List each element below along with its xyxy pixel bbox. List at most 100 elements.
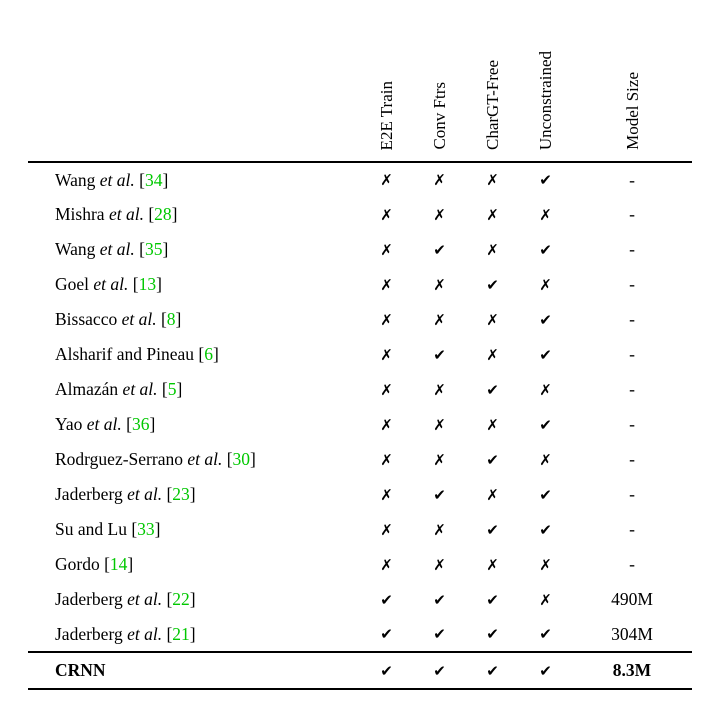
cross-icon: ✗ <box>433 310 446 329</box>
column-header-unconstrained: Unconstrained <box>519 4 572 163</box>
method-cell: Jaderberg et al. [23] <box>28 477 360 512</box>
citation: [14] <box>99 554 134 574</box>
cross-icon: ✗ <box>380 205 393 224</box>
citation-link[interactable]: 22 <box>172 589 190 609</box>
citation: [22] <box>162 589 196 609</box>
method-cell: Jaderberg et al. [22] <box>28 582 360 617</box>
check-icon: ✔ <box>486 275 499 294</box>
check-icon: ✔ <box>519 651 572 690</box>
citation-link[interactable]: 14 <box>109 554 128 574</box>
method-cell: Gordo [14] <box>28 547 360 582</box>
cross-icon: ✗ <box>380 485 393 504</box>
citation-link[interactable]: 33 <box>137 519 155 539</box>
method-name: Bissacco <box>55 309 118 329</box>
citation: [8] <box>156 309 182 329</box>
citation: [33] <box>126 519 161 539</box>
citation-link[interactable]: 30 <box>232 449 251 469</box>
citation-link[interactable]: 34 <box>144 169 163 190</box>
method-cell: Rodrguez-Serrano et al. [30] <box>28 442 360 477</box>
cross-icon: ✗ <box>380 520 393 539</box>
check-icon: ✔ <box>486 590 499 609</box>
citation-link[interactable]: 23 <box>172 484 190 504</box>
table-row: Almazán et al. [5] ✗ ✗ ✔ ✗ - <box>28 372 692 407</box>
model-size-value: - <box>629 274 635 294</box>
comparison-table: E2E Train Conv Ftrs CharGT-Free Unconstr… <box>28 4 692 690</box>
method-name: Goel <box>55 274 90 294</box>
method-name: Mishra <box>55 204 105 224</box>
method-name: Rodrguez-Serrano <box>55 449 183 469</box>
citation-link[interactable]: 35 <box>144 239 163 259</box>
model-size-value: - <box>629 484 635 504</box>
table-row: CRNN ✔ ✔ ✔ ✔ 8.3M <box>28 651 692 690</box>
method-name: Jaderberg <box>55 623 123 644</box>
cross-icon: ✗ <box>539 590 552 609</box>
column-header-model-size: Model Size <box>572 4 692 163</box>
method-name: Wang <box>55 239 96 259</box>
citation-link[interactable]: 21 <box>172 623 190 644</box>
method-name: Gordo <box>55 554 100 574</box>
check-icon: ✔ <box>433 345 446 364</box>
cross-icon: ✗ <box>433 415 446 434</box>
citation-link[interactable]: 5 <box>167 379 177 399</box>
citation: [23] <box>162 484 196 504</box>
method-cell: Jaderberg et al. [21] <box>28 617 360 652</box>
cross-icon: ✗ <box>380 310 393 329</box>
et-al-label: et al. <box>104 204 144 224</box>
et-al-label: et al. <box>182 449 223 469</box>
method-name: Su and Lu <box>55 519 127 539</box>
column-header-label: Unconstrained <box>536 50 555 150</box>
et-al-label: et al. <box>82 414 122 434</box>
check-icon: ✔ <box>539 415 552 434</box>
cross-icon: ✗ <box>380 450 393 469</box>
et-al-label: et al. <box>122 623 163 644</box>
column-header-label: CharGT-Free <box>483 59 502 150</box>
citation-link[interactable]: 28 <box>154 204 172 224</box>
model-size-value: - <box>629 309 635 329</box>
et-al-label: et al. <box>122 484 163 504</box>
column-header-label: Conv Ftrs <box>430 82 449 150</box>
citation: [13] <box>128 274 162 294</box>
method-name: Jaderberg <box>55 589 123 609</box>
table-row: Jaderberg et al. [21] ✔ ✔ ✔ ✔ 304M <box>28 617 692 652</box>
method-cell: Su and Lu [33] <box>28 512 360 547</box>
header-row: E2E Train Conv Ftrs CharGT-Free Unconstr… <box>28 4 692 163</box>
method-cell: Goel et al. [13] <box>28 267 360 302</box>
table-row: Su and Lu [33] ✗ ✗ ✔ ✔ - <box>28 512 692 547</box>
model-size-value: - <box>629 169 635 190</box>
cross-icon: ✗ <box>486 415 499 434</box>
column-header-chargt-free: CharGT-Free <box>466 4 519 163</box>
column-header-conv-ftrs: Conv Ftrs <box>413 4 466 163</box>
citation-link[interactable]: 13 <box>138 274 157 294</box>
et-al-label: et al. <box>122 589 163 609</box>
cross-icon: ✗ <box>539 450 552 469</box>
table-row: Goel et al. [13] ✗ ✗ ✔ ✗ - <box>28 267 692 302</box>
model-size-value: - <box>629 449 635 469</box>
model-size-value: 8.3M <box>572 651 692 690</box>
cross-icon: ✗ <box>380 555 393 574</box>
cross-icon: ✗ <box>380 240 393 259</box>
citation-link[interactable]: 6 <box>204 344 213 364</box>
cross-icon: ✗ <box>380 345 393 364</box>
check-icon: ✔ <box>486 380 499 399</box>
et-al-label: et al. <box>95 239 135 259</box>
cross-icon: ✗ <box>380 171 393 189</box>
model-size-value: - <box>629 519 635 539</box>
cross-icon: ✗ <box>486 310 499 329</box>
cross-icon: ✗ <box>380 380 393 399</box>
et-al-label: et al. <box>89 274 129 294</box>
citation-link[interactable]: 36 <box>131 414 150 434</box>
model-size-value: - <box>629 554 635 574</box>
method-cell: Alsharif and Pineau [6] <box>28 337 360 372</box>
table-row: Jaderberg et al. [22] ✔ ✔ ✔ ✗ 490M <box>28 582 692 617</box>
cross-icon: ✗ <box>380 275 393 294</box>
cross-icon: ✗ <box>486 171 499 189</box>
table-row: Jaderberg et al. [23] ✗ ✔ ✗ ✔ - <box>28 477 692 512</box>
check-icon: ✔ <box>539 240 552 259</box>
citation: [34] <box>134 169 169 190</box>
citation-link[interactable]: 8 <box>166 309 176 329</box>
method-cell: CRNN <box>28 651 360 690</box>
citation: [30] <box>222 449 256 469</box>
cross-icon: ✗ <box>433 380 446 399</box>
method-cell: Bissacco et al. [8] <box>28 302 360 337</box>
